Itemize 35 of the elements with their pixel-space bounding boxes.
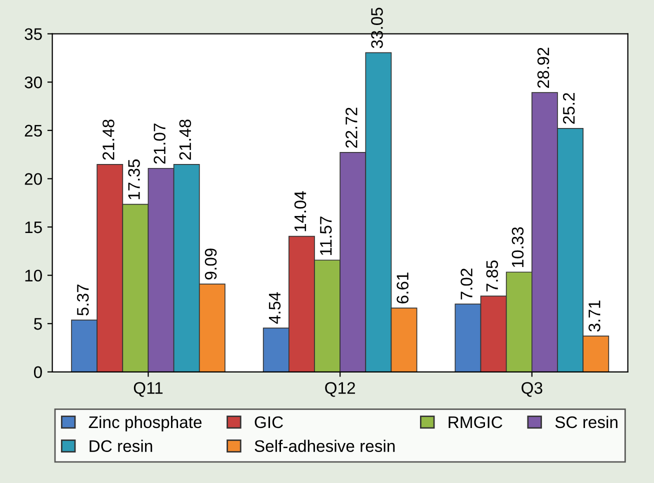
legend-label: DC resin	[90, 440, 152, 452]
data-label: 10.33	[512, 227, 524, 267]
y-tick-label: 20	[24, 173, 42, 185]
y-tick-label: 5	[34, 318, 42, 330]
data-label: 6.61	[396, 272, 408, 304]
legend-label: SC resin	[555, 416, 618, 428]
data-label: 21.48	[179, 120, 192, 160]
data-label: 7.85	[486, 260, 498, 292]
data-label: 25.2	[562, 93, 575, 124]
data-label: 28.92	[537, 48, 550, 88]
y-tick-label: 15	[25, 222, 42, 234]
x-tick-label: Q11	[134, 382, 163, 397]
data-label: 11.57	[320, 216, 332, 256]
legend-label: RMGIC	[448, 416, 502, 428]
data-label: 9.09	[204, 248, 217, 280]
data-label: 21.48	[102, 120, 114, 160]
y-tick-label: 35	[24, 28, 42, 40]
data-label: 17.35	[128, 159, 140, 200]
y-tick-label: 0	[34, 366, 42, 378]
data-label: 7.02	[460, 268, 472, 300]
data-label: 14.04	[294, 191, 306, 232]
y-tick-label: 10	[25, 270, 42, 282]
x-tick-label: Q12	[325, 382, 355, 397]
legend-label: GIC	[254, 416, 283, 428]
data-label: 22.72	[346, 108, 358, 148]
data-label: 21.07	[154, 124, 166, 164]
y-tick-label: 30	[24, 76, 42, 88]
x-tick-label: Q3	[522, 382, 542, 397]
data-label: 5.37	[76, 284, 89, 316]
legend-label: Zinc phosphate	[88, 416, 202, 432]
legend-label: Self-adhesive resin	[254, 440, 395, 452]
data-label: 3.71	[588, 300, 600, 332]
y-tick-label: 25	[24, 124, 42, 137]
data-label: 4.54	[268, 292, 281, 324]
data-label: 33.05	[371, 8, 383, 48]
